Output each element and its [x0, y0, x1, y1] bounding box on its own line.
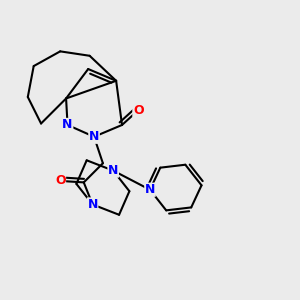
Text: N: N	[108, 164, 119, 177]
Text: O: O	[55, 174, 65, 188]
Text: N: N	[145, 183, 155, 196]
Text: N: N	[87, 198, 98, 211]
Text: N: N	[62, 118, 73, 131]
Text: N: N	[89, 130, 99, 143]
Text: O: O	[133, 104, 143, 117]
